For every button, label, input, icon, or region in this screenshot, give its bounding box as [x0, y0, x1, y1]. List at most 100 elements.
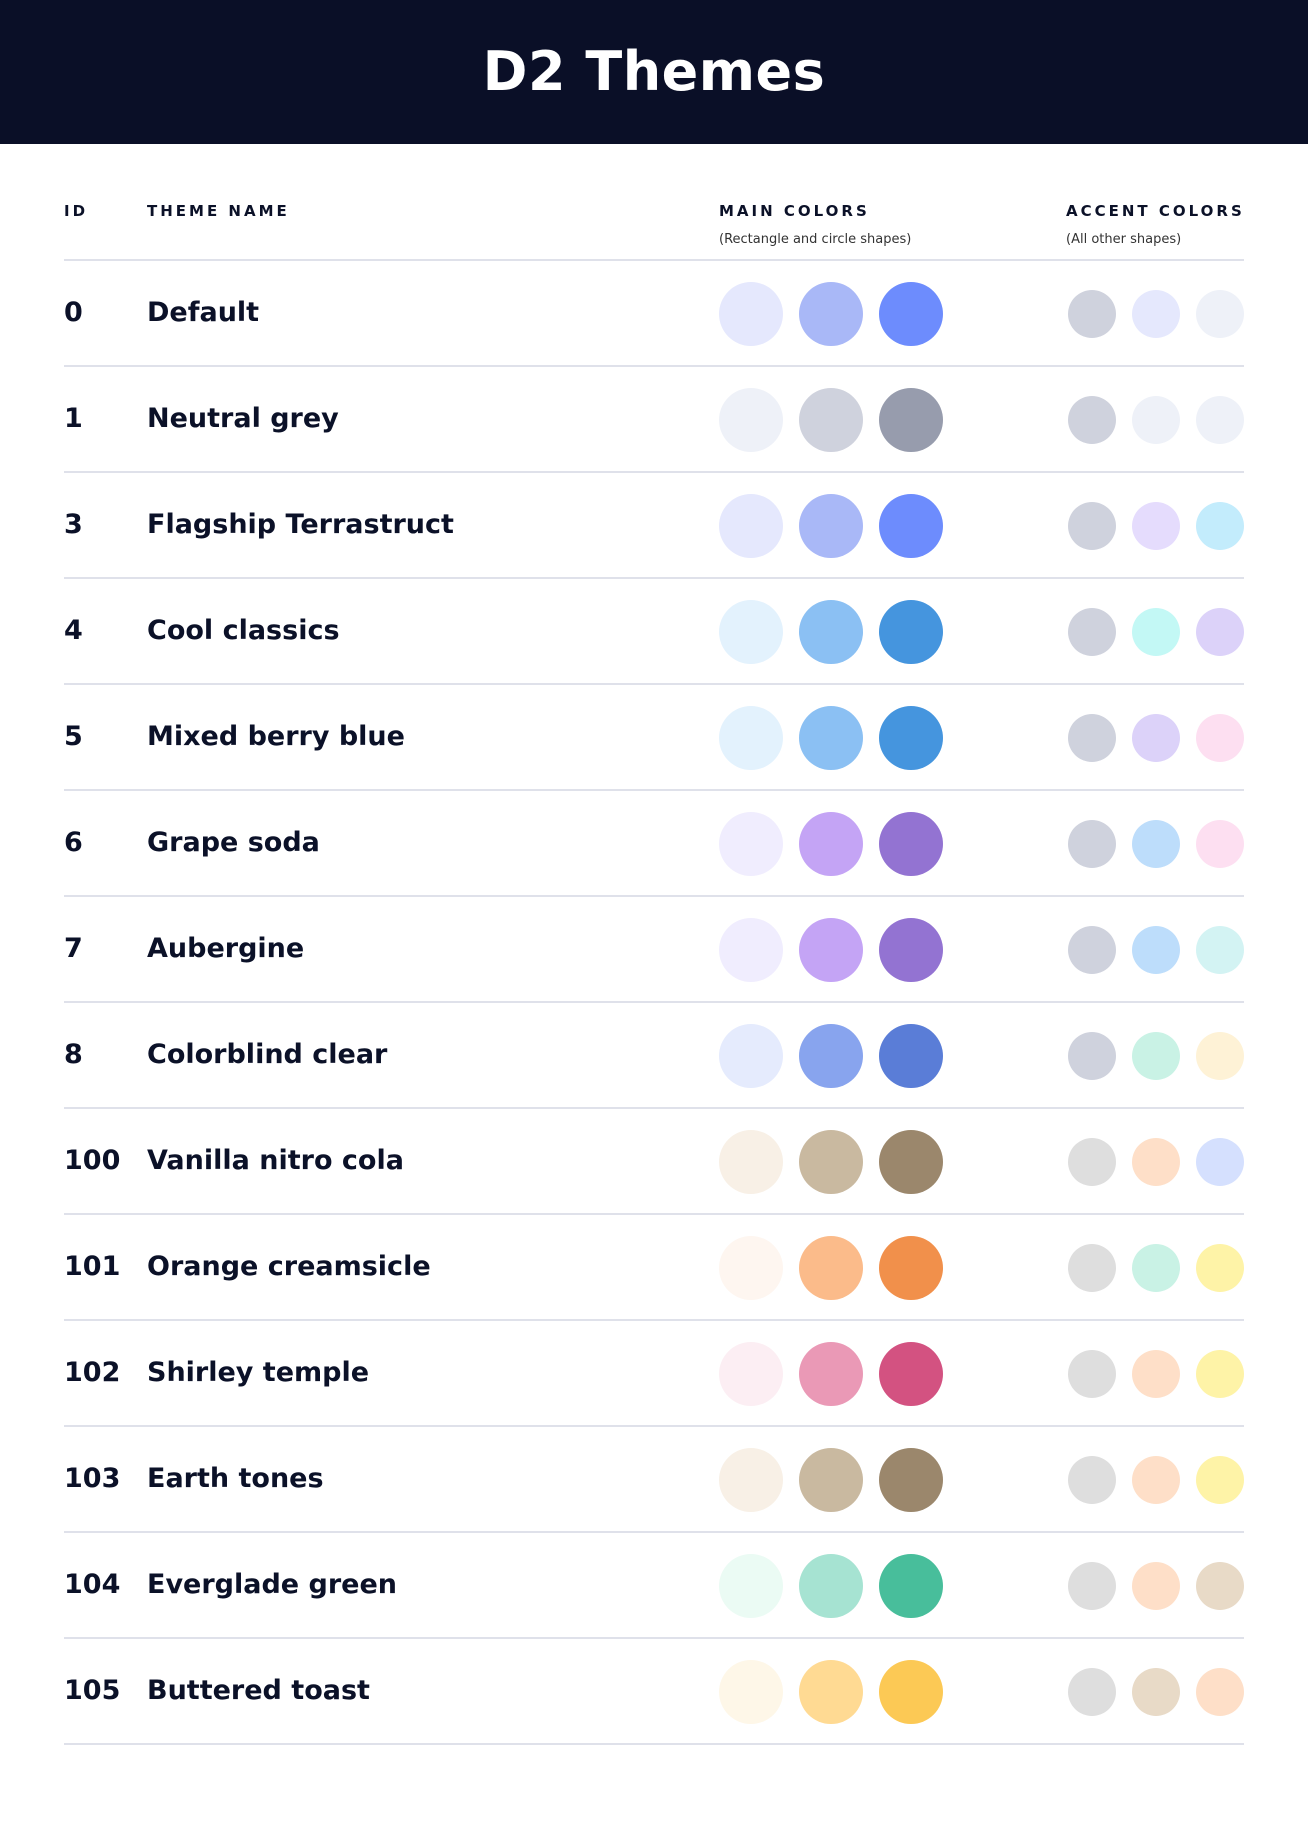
- accent-color-swatch: [1196, 714, 1244, 762]
- main-color-swatch: [799, 1342, 863, 1406]
- main-color-swatch: [719, 1024, 783, 1088]
- main-color-swatch: [799, 1024, 863, 1088]
- theme-name: Colorblind clear: [147, 1039, 388, 1070]
- col-name: THEME NAME: [147, 202, 290, 220]
- table-row: 0 Default: [64, 261, 1244, 367]
- accent-color-swatch: [1068, 1668, 1116, 1716]
- main-color-swatch: [879, 1024, 943, 1088]
- main-color-swatch: [719, 918, 783, 982]
- main-color-swatch: [719, 1342, 783, 1406]
- main-color-swatch: [879, 1130, 943, 1194]
- accent-color-swatch: [1132, 714, 1180, 762]
- main-color-swatch: [879, 812, 943, 876]
- theme-id: 3: [64, 509, 83, 540]
- accent-color-swatch: [1132, 1562, 1180, 1610]
- accent-color-swatch: [1068, 1032, 1116, 1080]
- accent-color-swatch: [1132, 1138, 1180, 1186]
- main-color-swatch: [799, 812, 863, 876]
- table-header: ID THEME NAME MAIN COLORS (Rectangle and…: [64, 202, 1244, 261]
- theme-id: 0: [64, 297, 83, 328]
- main-color-swatch: [799, 918, 863, 982]
- theme-name: Default: [147, 297, 260, 328]
- main-color-swatch: [879, 388, 943, 452]
- main-color-swatch: [799, 388, 863, 452]
- theme-id: 7: [64, 933, 83, 964]
- header: D2 Themes: [0, 0, 1308, 144]
- theme-id: 8: [64, 1039, 83, 1070]
- theme-name: Grape soda: [147, 827, 320, 858]
- accent-color-swatch: [1196, 1668, 1244, 1716]
- accent-color-swatch: [1196, 1456, 1244, 1504]
- main-color-swatch: [719, 600, 783, 664]
- accent-color-swatch: [1068, 820, 1116, 868]
- accent-color-swatch: [1132, 1032, 1180, 1080]
- main-color-swatch: [719, 494, 783, 558]
- main-color-swatch: [799, 1554, 863, 1618]
- theme-name: Cool classics: [147, 615, 340, 646]
- accent-color-swatch: [1196, 926, 1244, 974]
- theme-id: 101: [64, 1251, 121, 1282]
- accent-color-swatch: [1132, 502, 1180, 550]
- theme-name: Mixed berry blue: [147, 721, 405, 752]
- accent-color-swatch: [1068, 1350, 1116, 1398]
- accent-color-swatch: [1068, 1138, 1116, 1186]
- table-row: 3 Flagship Terrastruct: [64, 473, 1244, 579]
- table-row: 103 Earth tones: [64, 1427, 1244, 1533]
- main-color-swatch: [719, 388, 783, 452]
- accent-color-swatch: [1196, 608, 1244, 656]
- accent-color-swatch: [1132, 820, 1180, 868]
- main-color-swatch: [799, 600, 863, 664]
- main-color-swatch: [879, 1342, 943, 1406]
- accent-color-swatch: [1132, 290, 1180, 338]
- main-color-swatch: [719, 1236, 783, 1300]
- main-color-swatch: [879, 1660, 943, 1724]
- theme-id: 104: [64, 1569, 121, 1600]
- accent-color-swatch: [1196, 1244, 1244, 1292]
- main-color-swatch: [879, 918, 943, 982]
- main-color-swatch: [799, 494, 863, 558]
- main-color-swatch: [879, 282, 943, 346]
- accent-color-swatch: [1068, 1456, 1116, 1504]
- accent-color-swatch: [1132, 396, 1180, 444]
- main-color-swatch: [879, 600, 943, 664]
- theme-id: 102: [64, 1357, 121, 1388]
- main-color-swatch: [719, 706, 783, 770]
- table-row: 4 Cool classics: [64, 579, 1244, 685]
- main-color-swatch: [719, 812, 783, 876]
- accent-color-swatch: [1132, 1668, 1180, 1716]
- col-accent-sub: (All other shapes): [1066, 232, 1182, 247]
- theme-name: Aubergine: [147, 933, 305, 964]
- col-main-sub: (Rectangle and circle shapes): [719, 232, 912, 247]
- accent-color-swatch: [1068, 608, 1116, 656]
- main-color-swatch: [719, 1130, 783, 1194]
- themes-table: ID THEME NAME MAIN COLORS (Rectangle and…: [64, 202, 1244, 1745]
- main-color-swatch: [879, 1236, 943, 1300]
- main-color-swatch: [719, 1448, 783, 1512]
- col-accent: ACCENT COLORS: [1066, 202, 1245, 220]
- theme-id: 100: [64, 1145, 121, 1176]
- theme-id: 6: [64, 827, 83, 858]
- accent-color-swatch: [1196, 1562, 1244, 1610]
- main-color-swatch: [879, 706, 943, 770]
- accent-color-swatch: [1196, 502, 1244, 550]
- theme-id: 1: [64, 403, 83, 434]
- theme-id: 105: [64, 1675, 121, 1706]
- accent-color-swatch: [1068, 1562, 1116, 1610]
- theme-id: 4: [64, 615, 83, 646]
- accent-color-swatch: [1132, 608, 1180, 656]
- accent-color-swatch: [1068, 714, 1116, 762]
- accent-color-swatch: [1196, 1350, 1244, 1398]
- accent-color-swatch: [1196, 1138, 1244, 1186]
- accent-color-swatch: [1132, 926, 1180, 974]
- theme-id: 5: [64, 721, 83, 752]
- theme-name: Flagship Terrastruct: [147, 509, 454, 540]
- accent-color-swatch: [1132, 1456, 1180, 1504]
- accent-color-swatch: [1068, 290, 1116, 338]
- accent-color-swatch: [1132, 1244, 1180, 1292]
- page-title: D2 Themes: [482, 40, 826, 103]
- accent-color-swatch: [1196, 820, 1244, 868]
- main-color-swatch: [799, 282, 863, 346]
- table-row: 104 Everglade green: [64, 1533, 1244, 1639]
- theme-name: Shirley temple: [147, 1357, 370, 1388]
- theme-name: Everglade green: [147, 1569, 398, 1600]
